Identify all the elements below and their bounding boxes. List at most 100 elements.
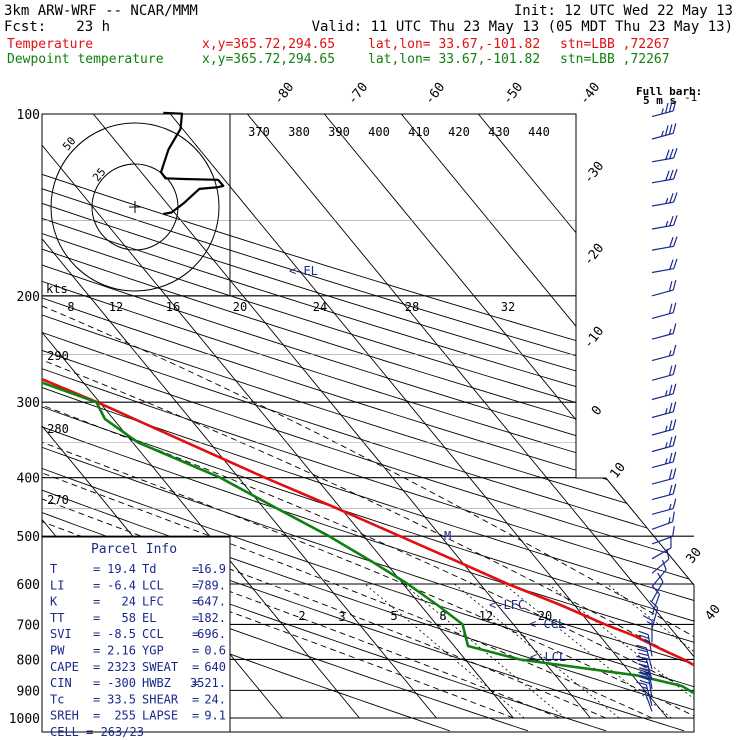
isotherm-label-text: -50 (500, 80, 526, 108)
wind-barb (651, 572, 664, 602)
dry-adiabat-line (42, 126, 694, 732)
pressure-tick-label: 400 (17, 472, 40, 487)
dry-adiabat-line (42, 126, 694, 732)
level-marker: <-LCL (530, 650, 566, 664)
parcel-value: 789. (197, 578, 226, 592)
parcel-value: 696. (197, 627, 226, 641)
dry-adiabat-line (42, 126, 694, 732)
dewpoint-legend-line: Dewpoint temperature x,y=365.72,294.65 l… (7, 52, 670, 67)
hodograph-ring-label-group: 50 (60, 134, 78, 153)
parcel-key: CAPE (50, 660, 79, 674)
wind-barb-staff (651, 461, 674, 469)
dry-adiabat-line (42, 126, 694, 732)
dry-adiabat-line (42, 126, 694, 732)
wind-barb-flag (642, 614, 653, 622)
level-marker: <-EL (289, 264, 318, 278)
wind-barb (651, 192, 678, 207)
parcel-equals: = (93, 660, 100, 674)
pressure-tick-label: 600 (17, 578, 40, 593)
theta-low-label: 290 (47, 349, 69, 363)
isotherm-label: 0 (589, 403, 606, 418)
parcel-key: T (50, 562, 57, 576)
wind-barb-staff (651, 477, 674, 485)
wind-barb-staff (651, 289, 674, 297)
dry-adiabat-line (42, 126, 694, 732)
wind-barb-flag (669, 259, 674, 270)
dry-adiabat-line (42, 126, 694, 732)
wind-barb-staff (651, 428, 674, 436)
wind-barb (651, 383, 677, 401)
dewpoint-legend-station: stn=LBB ,72267 (560, 52, 670, 67)
level-marker: <-LFC (489, 598, 525, 612)
wind-barb-flag (638, 652, 649, 657)
hodograph-frame (41, 113, 231, 297)
parcel-key: LAPSE (142, 709, 178, 723)
parcel-key: CIN (50, 676, 72, 690)
wind-barb-staff (651, 493, 674, 501)
isotherm-line (92, 114, 591, 719)
wind-barb-flag (672, 344, 677, 356)
wind-barb-flag (672, 451, 677, 463)
wind-barb-half-flag (665, 220, 669, 227)
barb-legend-title: Full barb: (636, 85, 702, 98)
parcel-value: 33.5 (107, 692, 136, 706)
wind-barb-flag (668, 402, 673, 413)
isotherm-line (42, 114, 360, 719)
wind-barb (651, 302, 677, 319)
parcel-equals: = (93, 578, 100, 592)
temperature-legend-station: stn=LBB ,72267 (560, 37, 670, 52)
theta-label: 400 (368, 125, 390, 139)
wind-barb-flag (672, 364, 677, 375)
wind-barb-staff (651, 201, 674, 207)
isotherm-label: -20 (581, 241, 607, 269)
wind-barb-staff (651, 393, 674, 401)
parcel-equals: = (192, 595, 199, 609)
wind-barb-staff (651, 224, 674, 230)
parcel-key: SHEAR (142, 692, 179, 706)
wind-barb-flag (672, 401, 677, 412)
wind-barb-staff (651, 332, 674, 340)
wind-barb-staff (651, 594, 661, 616)
temperature-legend-latlon: lat,lon= 33.67,-101.82 (368, 37, 540, 52)
parcel-equals: = (192, 627, 199, 641)
wind-barb (651, 401, 677, 419)
dewpoint-profile-line (42, 114, 694, 714)
wind-barb-flag (665, 149, 670, 160)
dry-adiabat-line (42, 126, 450, 732)
pressure-tick-label: 500 (17, 530, 40, 545)
wind-barb-flag (670, 537, 672, 548)
wind-barb-flag (638, 667, 650, 672)
mixing-ratio-label: 3 (338, 610, 345, 624)
wind-barb-flag (668, 303, 673, 314)
wind-barb-staff (651, 374, 674, 381)
wind-barb-flag (672, 302, 677, 313)
wind-barb-staff (651, 569, 667, 587)
parcel-cell: CELL = 263/23 (50, 725, 144, 739)
wind-barb-staff (651, 411, 674, 419)
parcel-value: 9.1 (204, 709, 226, 723)
dry-adiabat-line (42, 126, 694, 732)
parcel-key: LCL (142, 578, 164, 592)
wind-barb-staff (651, 157, 674, 163)
isotherm-line (246, 114, 694, 719)
wind-barb (651, 100, 677, 118)
wind-barb-flag (668, 436, 673, 447)
wind-barb-flag (668, 124, 673, 135)
wind-barb (651, 511, 675, 530)
wind-barb-flag (652, 586, 660, 595)
theta-label: 440 (528, 125, 550, 139)
parcel-equals: = (192, 578, 199, 592)
parcel-equals: = (192, 709, 199, 723)
dry-adiabat-line (42, 126, 694, 732)
wind-barb-flag (666, 548, 670, 560)
wind-barb-staff (651, 521, 673, 530)
wind-barb-flag (672, 123, 677, 134)
wind-barb-flag (638, 630, 649, 636)
wind-barb (651, 344, 677, 362)
wind-barb (638, 689, 653, 712)
wind-barb-half-flag (646, 620, 653, 626)
isotherm-label: 30 (684, 545, 705, 567)
wind-barb-flag (668, 365, 673, 376)
dewpoint-legend-xy: x,y=365.72,294.65 (202, 52, 335, 67)
parcel-value: -8.5 (107, 627, 136, 641)
